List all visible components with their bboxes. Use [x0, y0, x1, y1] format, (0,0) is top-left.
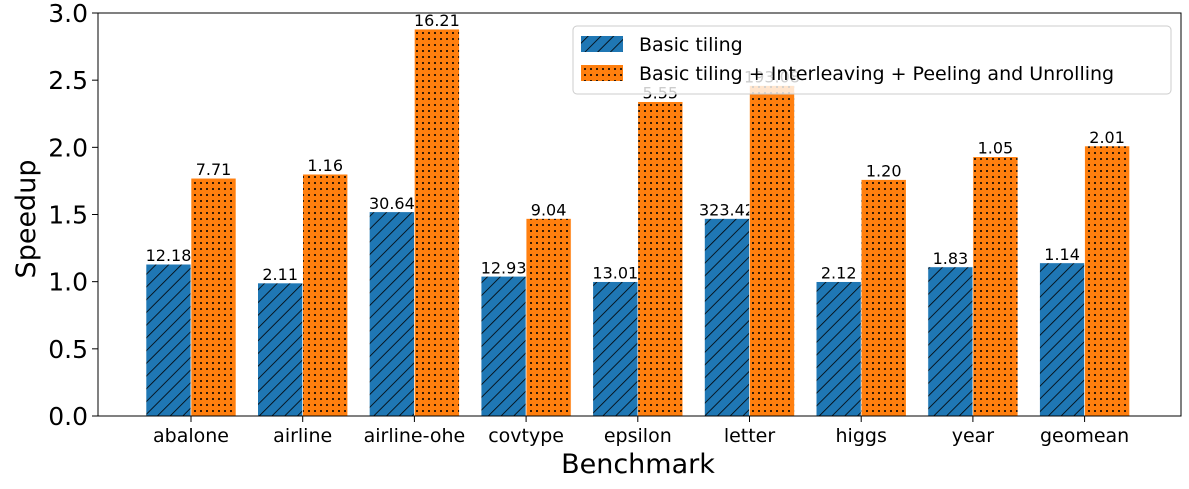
x-tick-label: airline: [273, 425, 332, 447]
bar-value-label: 16.21: [414, 11, 460, 30]
y-tick-label: 2.5: [48, 66, 88, 95]
bar-value-label: 2.11: [262, 265, 298, 284]
x-tick-label: year: [952, 425, 995, 447]
bar-full-opt-airline: [302, 173, 349, 417]
y-tick-label: 0.0: [48, 402, 88, 431]
y-tick-label: 0.5: [48, 335, 88, 364]
bar-value-label: 30.64: [369, 194, 415, 213]
bar-full-opt-airline-ohe: [414, 28, 460, 417]
legend: Basic tiling Basic tiling + Interleaving …: [572, 25, 1172, 95]
bar-basic-tiling-letter: [704, 218, 750, 417]
y-axis: 0.0 0.5 1.0 1.5 2.0 2.5 3.0: [48, 0, 1182, 431]
bar-full-opt-year: [972, 156, 1019, 417]
bar-basic-tiling-geomean: [1039, 262, 1085, 417]
bar-full-opt-covtype: [525, 218, 572, 417]
bar-full-opt-epsilon: [637, 101, 684, 417]
legend-swatch: [581, 36, 623, 52]
bar-full-opt-geomean: [1084, 145, 1130, 417]
bar-value-label: 1.14: [1044, 245, 1080, 264]
y-tick-label: 3.0: [48, 0, 88, 28]
x-tick-label: geomean: [1040, 425, 1129, 447]
bar-value-label: 1.20: [866, 162, 902, 181]
bar-value-label: 13.01: [592, 264, 638, 283]
bar-full-opt-higgs: [860, 179, 907, 417]
x-tick-label: higgs: [836, 425, 887, 447]
y-tick-label: 1.0: [48, 268, 88, 297]
bar-basic-tiling-epsilon: [592, 281, 639, 417]
bar-basic-tiling-abalone: [145, 263, 192, 417]
legend-box: [572, 25, 1172, 95]
bar-basic-tiling-covtype: [480, 275, 527, 417]
bar-value-label: 1.16: [307, 156, 343, 175]
bar-value-label: 9.04: [531, 201, 567, 220]
x-axis-label: Benchmark: [561, 449, 715, 480]
bar-basic-tiling-airline-ohe: [369, 211, 415, 417]
x-tick-label: epsilon: [604, 425, 672, 447]
x-tick-label: airline-ohe: [364, 425, 466, 447]
y-axis-label: Speedup: [11, 160, 42, 279]
x-tick-label: covtype: [488, 425, 564, 447]
bar-full-opt-abalone: [190, 177, 237, 417]
x-axis: abalone airline airline-ohe covtype epsilon l…: [153, 416, 1129, 447]
legend-label: Basic tiling: [639, 34, 743, 56]
bar-basic-tiling-airline: [257, 282, 304, 417]
plot-area: 12.18 2.11 30.64 12.93 13.01 323.42 2.12 1.83 1.…: [145, 11, 1130, 417]
legend-swatch: [581, 65, 623, 81]
bar-value-label: 7.71: [196, 160, 232, 179]
bar-value-label: 1.83: [933, 249, 969, 268]
bar-value-label: 12.18: [146, 246, 192, 265]
bar-basic-tiling-higgs: [815, 281, 862, 417]
y-tick-label: 2.0: [48, 133, 88, 162]
bar-value-label: 1.05: [978, 139, 1014, 158]
bar-value-label: 2.01: [1089, 128, 1125, 147]
y-tick-label: 1.5: [48, 201, 88, 230]
x-tick-label: abalone: [153, 425, 229, 447]
legend-label: Basic tiling + Interleaving + Peeling an…: [639, 63, 1114, 85]
x-tick-label: letter: [724, 425, 776, 447]
bar-value-label: 12.93: [481, 258, 527, 277]
bar-basic-tiling-year: [927, 266, 974, 417]
bar-value-label: 2.12: [821, 264, 857, 283]
bar-full-opt-letter: [749, 85, 795, 417]
bar-value-label: 323.42: [699, 201, 755, 220]
